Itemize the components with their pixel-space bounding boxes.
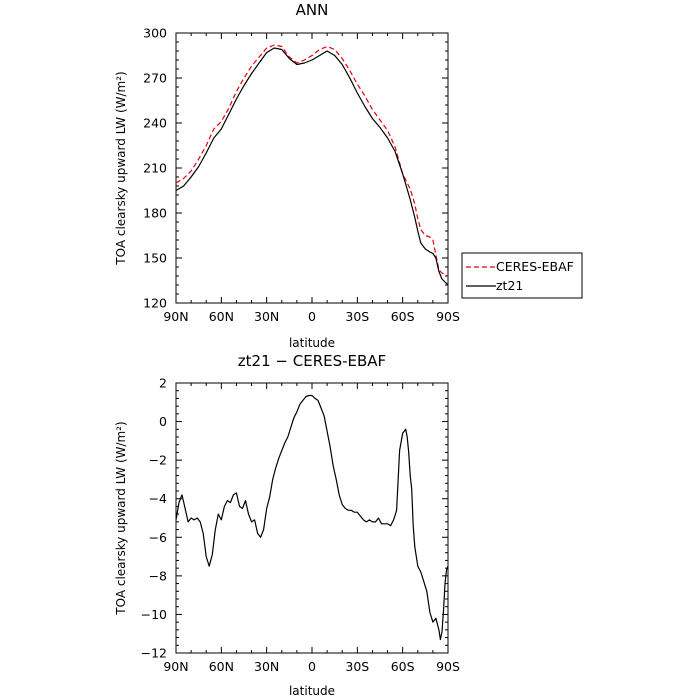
y-tick-labels-top: 120 150 180 210 240 270 300 <box>143 26 167 311</box>
y-tick-labels-bottom: −12 −10 −8 −6 −4 −2 0 2 <box>141 376 167 661</box>
series-line-ceres-ebaf-top <box>175 44 449 277</box>
panel-top: ANN 120 150 180 210 240 270 300 90N 60N 30N 0 30S 6… <box>114 1 583 350</box>
legend: CERES-EBAF zt21 <box>461 252 583 299</box>
tick-marks-top <box>175 32 449 304</box>
x-axis-label-bottom: latitude <box>289 684 335 698</box>
x-tick-label-top: 0 <box>308 309 316 324</box>
y-tick-label-bottom: 0 <box>159 414 167 429</box>
x-tick-label-top: 30N <box>254 309 279 324</box>
legend-label-ceres: CERES-EBAF <box>496 259 574 274</box>
x-tick-label-bottom: 0 <box>308 659 316 674</box>
y-tick-label-bottom: −6 <box>149 530 167 545</box>
y-axis-label-bottom: TOA clearsky upward LW (W/m²) <box>114 421 128 615</box>
x-tick-label-bottom: 90S <box>436 659 460 674</box>
x-tick-label-top: 90N <box>163 309 188 324</box>
y-tick-label-top: 150 <box>143 251 167 266</box>
chart-title-top: ANN <box>296 1 329 19</box>
legend-box <box>461 252 583 299</box>
series-line-zt21-top <box>175 47 449 286</box>
x-tick-labels-bottom: 90N 60N 30N 0 30S 60S 90S <box>163 659 460 674</box>
x-tick-label-top: 60N <box>209 309 234 324</box>
x-tick-label-top: 60S <box>391 309 415 324</box>
x-tick-label-bottom: 30N <box>254 659 279 674</box>
y-axis-label-top: TOA clearsky upward LW (W/m²) <box>114 71 128 265</box>
panel-bottom: zt21 − CERES-EBAF −12 −10 −8 −6 −4 −2 0 2 90N 60… <box>114 352 460 698</box>
x-tick-label-top: 30S <box>345 309 369 324</box>
y-tick-label-bottom: −12 <box>141 646 167 661</box>
y-tick-label-top: 240 <box>143 116 167 131</box>
y-tick-label-bottom: −2 <box>149 453 167 468</box>
y-tick-label-top: 210 <box>143 161 167 176</box>
x-tick-label-top: 90S <box>436 309 460 324</box>
tick-marks-bottom <box>175 382 449 654</box>
y-tick-label-bottom: −10 <box>141 607 167 622</box>
legend-label-zt21: zt21 <box>496 278 523 293</box>
y-tick-label-bottom: 2 <box>159 376 167 391</box>
series-line-difference-bottom <box>175 394 449 641</box>
y-tick-label-top: 270 <box>143 71 167 86</box>
plot-frame-top <box>175 32 449 304</box>
x-tick-label-bottom: 60N <box>209 659 234 674</box>
y-tick-label-top: 180 <box>143 206 167 221</box>
plot-frame-bottom <box>175 382 449 654</box>
y-tick-label-top: 120 <box>143 296 167 311</box>
y-tick-label-top: 300 <box>143 26 167 41</box>
series-group-top <box>175 44 449 286</box>
x-tick-label-bottom: 90N <box>163 659 188 674</box>
x-tick-label-bottom: 30S <box>345 659 369 674</box>
x-axis-label-top: latitude <box>289 336 335 350</box>
x-tick-label-bottom: 60S <box>391 659 415 674</box>
x-tick-labels-top: 90N 60N 30N 0 30S 60S 90S <box>163 309 460 324</box>
y-tick-label-bottom: −8 <box>149 568 167 583</box>
chart-title-bottom: zt21 − CERES-EBAF <box>238 352 386 370</box>
series-group-bottom <box>175 394 449 641</box>
y-tick-label-bottom: −4 <box>149 491 167 506</box>
